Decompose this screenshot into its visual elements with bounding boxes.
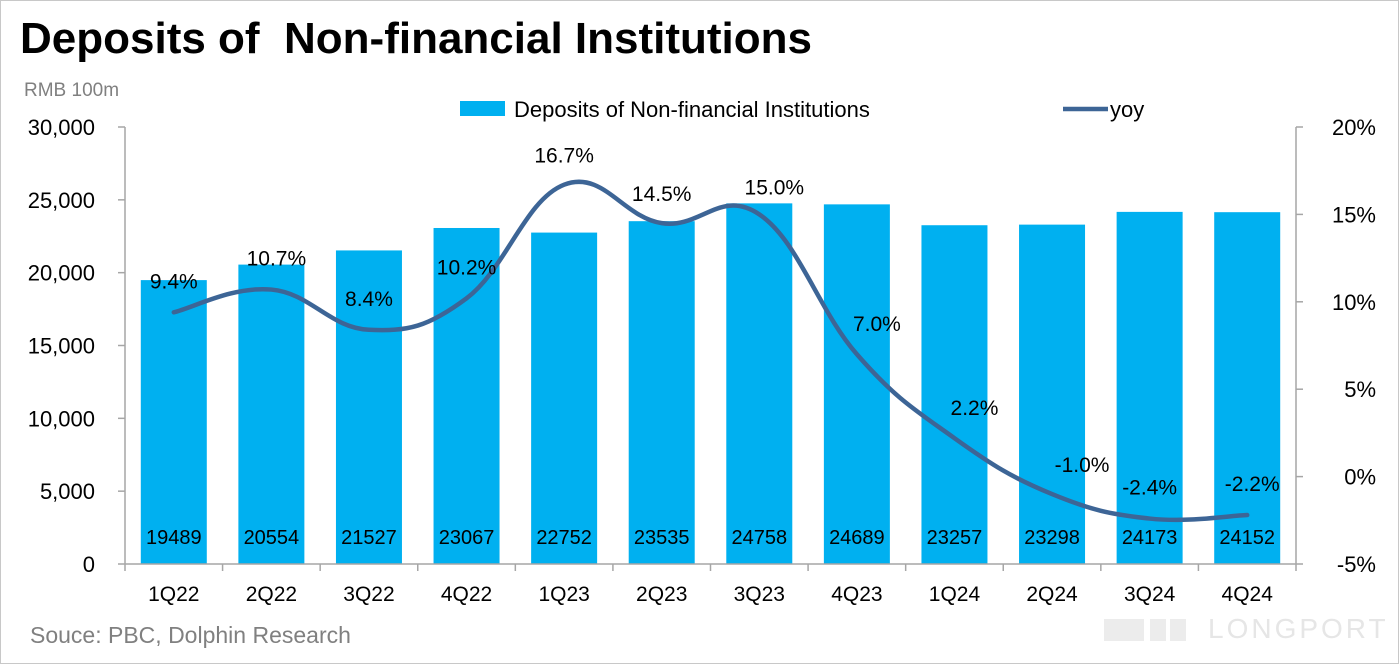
x-tick-label: 2Q22: [246, 583, 297, 606]
y-right-tick-label: -5%: [1337, 552, 1376, 577]
bar-2Q24: [1019, 224, 1086, 564]
x-tick-label: 4Q22: [441, 583, 492, 606]
yoy-value-label: -2.4%: [1122, 477, 1177, 500]
yoy-value-label: -2.2%: [1225, 473, 1280, 496]
legend-bar-swatch: [460, 101, 505, 116]
yoy-value-label: 10.2%: [437, 256, 497, 279]
bar-3Q22: [335, 250, 402, 564]
bar-value-label: 23535: [634, 527, 690, 549]
unit-label: RMB 100m: [24, 80, 120, 101]
yoy-value-label: 2.2%: [951, 397, 999, 420]
x-tick-label: 1Q22: [148, 583, 199, 606]
y-left-tick-label: 5,000: [40, 479, 95, 504]
legend-bar-label: Deposits of Non-financial Institutions: [514, 97, 870, 122]
bar-3Q23: [726, 203, 793, 564]
y-right-tick-label: 20%: [1332, 115, 1376, 140]
yoy-value-label: -1.0%: [1055, 454, 1110, 477]
bar-1Q23: [531, 232, 598, 564]
x-tick-label: 2Q24: [1026, 583, 1078, 606]
bar-4Q22: [433, 227, 500, 564]
bar-value-label: 23067: [439, 527, 495, 549]
bar-value-label: 24152: [1219, 527, 1275, 549]
legend: Deposits of Non-financial Institutions yo…: [460, 97, 1144, 122]
y-left-tick-label: 10,000: [28, 406, 95, 431]
watermark-brand: LONGPORT: [1208, 613, 1389, 644]
y-right-tick-label: 15%: [1332, 202, 1376, 227]
bar-4Q23: [823, 204, 890, 564]
x-tick-label: 3Q22: [343, 583, 394, 606]
bar-1Q24: [921, 225, 988, 565]
bar-1Q22: [140, 280, 207, 564]
y-left-tick-label: 20,000: [28, 261, 95, 286]
chart-title: Deposits of Non-financial Institutions: [20, 14, 812, 63]
bar-2Q22: [238, 264, 305, 564]
legend-line-label: yoy: [1110, 97, 1144, 122]
y-left-tick-label: 0: [83, 552, 95, 577]
x-tick-label: 3Q24: [1124, 583, 1176, 606]
yoy-value-label: 10.7%: [247, 248, 307, 271]
y-left-tick-label: 15,000: [28, 334, 95, 359]
x-tick-label: 3Q23: [734, 583, 785, 606]
yoy-line: [171, 179, 1250, 523]
yoy-value-label: 7.0%: [853, 313, 901, 336]
bar-value-label: 23298: [1024, 527, 1080, 549]
bar-2Q23: [628, 221, 695, 564]
bar-value-label: 24173: [1122, 527, 1178, 549]
x-tick-label: 4Q24: [1222, 583, 1274, 606]
yoy-value-label: 15.0%: [745, 176, 805, 199]
yoy-value-label: 16.7%: [534, 145, 594, 168]
bar-value-label: 21527: [341, 527, 397, 549]
yoy-value-label: 9.4%: [150, 270, 198, 293]
bar-3Q24: [1116, 211, 1183, 565]
x-tick-label: 1Q24: [929, 583, 981, 606]
axes: 0 5,000 10,000 15,000 20,000 25,000 30,000 -5% 0…: [28, 115, 1376, 606]
x-tick-label: 2Q23: [636, 583, 687, 606]
bar-value-label: 24689: [829, 527, 885, 549]
yoy-line-series: 9.4% 10.7% 8.4% 10.2% 16.7% 14.5% 15.0% 7.0% 2.2…: [150, 145, 1280, 523]
bar-series: 19489 20554 21527 23067 22752 23535 24758 24689…: [140, 203, 1281, 565]
y-left-tick-label: 25,000: [28, 188, 95, 213]
bar-value-label: 19489: [146, 527, 202, 549]
source-note: Souce: PBC, Dolphin Research: [30, 622, 351, 648]
x-tick-label: 1Q23: [538, 583, 589, 606]
yoy-value-label: 8.4%: [345, 288, 393, 311]
bar-4Q24: [1214, 212, 1281, 565]
bar-value-label: 22752: [536, 527, 592, 549]
y-right-tick-label: 10%: [1332, 290, 1376, 315]
yoy-value-label: 14.5%: [632, 183, 692, 206]
x-tick-label: 4Q23: [831, 583, 882, 606]
y-left-tick-label: 30,000: [28, 115, 95, 140]
bar-value-label: 23257: [927, 527, 983, 549]
bar-value-label: 24758: [731, 527, 787, 549]
bar-value-label: 20554: [244, 527, 300, 549]
longport-logo-icon: [1104, 619, 1186, 641]
y-right-tick-label: 0%: [1344, 465, 1376, 490]
y-right-tick-label: 5%: [1344, 377, 1376, 402]
